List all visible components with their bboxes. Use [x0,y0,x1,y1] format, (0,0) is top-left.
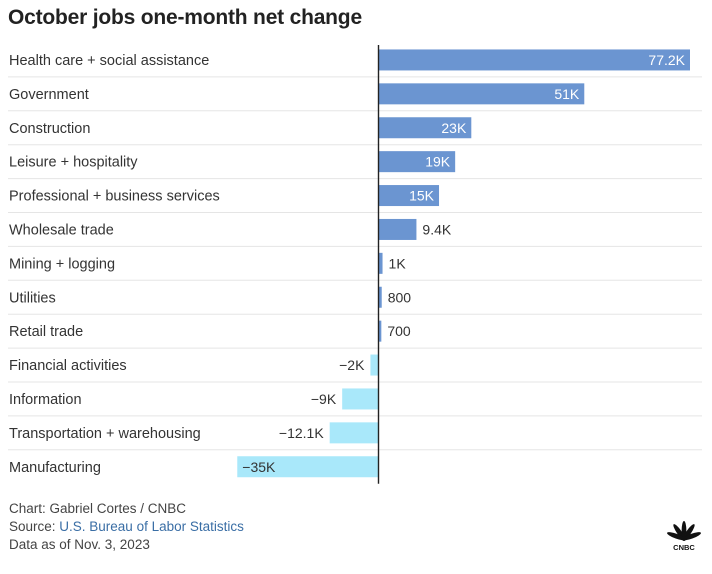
value-label: 700 [387,323,411,339]
category-label: Information [9,392,82,408]
chart-row: Mining + logging 1K [8,252,702,281]
value-label: 1K [389,255,407,271]
bar [378,185,440,207]
bar [378,83,585,105]
peacock-icon: CNBC [667,521,701,551]
bar [342,388,379,410]
category-label: Manufacturing [9,460,101,476]
bar [378,117,472,139]
category-label: Transportation + warehousing [9,426,201,442]
category-label: Leisure + hospitality [9,155,138,171]
bar [378,151,456,173]
chart-row: Transportation + warehousing −12.1K [8,422,702,451]
value-label: 51K [554,86,580,102]
chart-row: Financial activities −2K [8,354,702,383]
bar [378,218,417,240]
bar [378,286,382,308]
bar [378,320,382,342]
chart-credit: Chart: Gabriel Cortes / CNBC [9,501,187,516]
data-date: Data as of Nov. 3, 2023 [9,537,150,552]
value-label: 9.4K [422,221,451,237]
category-label: Retail trade [9,324,83,340]
chart-row: Retail trade 700 [8,320,702,349]
value-label: −12.1K [279,425,324,441]
chart-row: Information −9K [8,388,702,417]
category-label: Professional + business services [9,189,220,205]
value-label: 77.2K [648,52,685,68]
chart-row: Construction 23K [8,117,702,146]
chart-row: Manufacturing −35K [9,456,379,478]
category-label: Utilities [9,290,56,306]
bar [237,456,379,478]
category-label: Financial activities [9,358,127,374]
chart-footer: Chart: Gabriel Cortes / CNBC Source: U.S… [9,500,244,554]
logo-text: CNBC [673,543,695,551]
category-label: Wholesale trade [9,222,114,238]
value-label: −35K [242,459,276,475]
chart-row: Government 51K [8,83,702,112]
category-label: Mining + logging [9,256,115,272]
chart-row: Professional + business services 15K [8,185,702,213]
bar [378,49,690,71]
value-label: 15K [409,188,435,204]
category-label: Government [9,87,89,103]
chart-row: Utilities 800 [8,286,702,315]
value-label: 23K [441,120,467,136]
bar [329,422,379,444]
value-label: −2K [339,357,365,373]
value-label: 800 [388,289,412,305]
category-label: Construction [9,121,90,137]
chart-row: Health care + social assistance 77.2K [8,49,702,78]
chart-row: Leisure + hospitality 19K [8,151,702,180]
bar-chart: Health care + social assistance 77.2K Gove… [8,45,702,484]
category-label: Health care + social assistance [9,53,209,69]
value-label: −9K [311,391,337,407]
chart-title: October jobs one-month net change [8,6,362,29]
chart-row: Wholesale trade 9.4K [8,218,702,247]
source-prefix: Source: [9,519,60,534]
value-label: 19K [425,154,451,170]
chart-source: Source: U.S. Bureau of Labor Statistics [9,518,244,536]
chart-rows: Health care + social assistance 77.2K Gove… [8,49,702,478]
bar [370,354,379,376]
bar [378,252,383,274]
source-link[interactable]: U.S. Bureau of Labor Statistics [59,519,244,534]
